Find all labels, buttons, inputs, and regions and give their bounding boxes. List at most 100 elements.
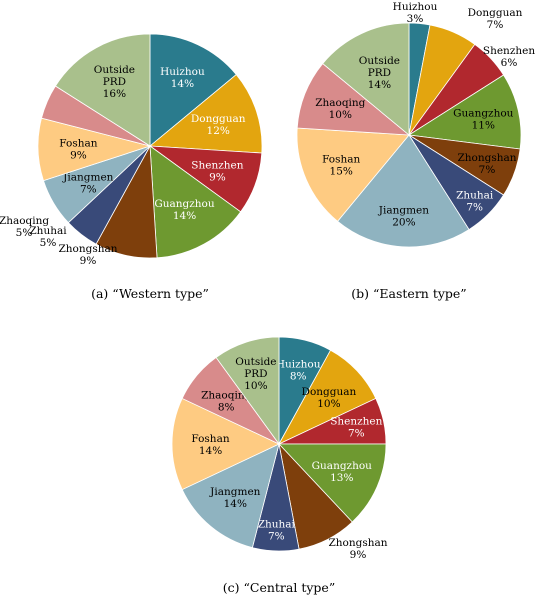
pie-chart-central: Huizhou 8%Dongguan 10%Shenzhen 7%Guangzhou 1… — [171, 336, 388, 561]
slice-percent-guangzhou: 11% — [472, 119, 495, 131]
slice-name-outside-prd: Outside — [235, 356, 276, 368]
slice-name-jiangmen: Jiangmen — [378, 205, 429, 217]
slice-percent-dongguan: 10% — [317, 398, 340, 410]
slice-name-outside-prd: PRD — [368, 67, 391, 79]
slice-percent-zhuhai: 5% — [40, 237, 57, 249]
pie-slice-outside-prd — [322, 22, 410, 136]
pie-slice-guangzhou — [278, 443, 387, 523]
caption-central: (c) “Central type” — [223, 580, 335, 595]
slice-name-zhuhai: Zhuhai — [456, 190, 494, 202]
slice-percent-zhaoqing: 8% — [218, 401, 235, 413]
slice-label-shenzhen: Shenzhen 6% — [483, 45, 535, 69]
slice-label-huizhou: Huizhou 8% — [276, 358, 321, 382]
slice-name-dongguan: Dongguan — [468, 7, 523, 19]
slice-percent-shenzhen: 6% — [501, 57, 518, 69]
pie-slice-guangzhou — [407, 74, 522, 150]
slice-label-zhaoqing: Zhaoqing 5% — [0, 215, 49, 239]
slice-name-zhongshan: Zhongshan — [328, 537, 387, 549]
slice-name-outside-prd: Outside — [359, 55, 400, 67]
pie-slice-outside-prd — [215, 336, 280, 446]
slice-name-zhaoqing: Zhaoqing — [201, 389, 251, 401]
slice-percent-outside-prd: 10% — [244, 380, 267, 392]
slice-name-huizhou: Huizhou — [393, 1, 438, 13]
slice-label-guangzhou: Guangzhou 13% — [312, 460, 373, 484]
slice-name-outside-prd: PRD — [103, 76, 126, 88]
slice-name-zhongshan: Zhongshan — [58, 243, 117, 255]
pie-slice-jiangmen — [181, 443, 280, 549]
slice-name-zhuhai: Zhuhai — [258, 519, 296, 531]
slice-name-foshan: Foshan — [322, 153, 360, 165]
slice-label-shenzhen: Shenzhen 9% — [191, 159, 243, 183]
slice-label-zhuhai: Zhuhai 7% — [456, 190, 494, 214]
slice-name-zhuhai: Zhuhai — [29, 225, 67, 237]
slice-label-jiangmen: Jiangmen 7% — [62, 172, 113, 196]
slice-percent-huizhou: 14% — [171, 78, 194, 90]
pie-slice-guangzhou — [149, 145, 242, 259]
slice-label-shenzhen: Shenzhen 7% — [330, 416, 382, 440]
slice-percent-zhongshan: 7% — [479, 164, 496, 176]
slice-name-dongguan: Dongguan — [191, 113, 246, 125]
slice-name-guangzhou: Guangzhou — [154, 198, 215, 210]
slice-label-foshan: Foshan 9% — [59, 137, 97, 161]
slice-name-jiangmen: Jiangmen — [209, 486, 260, 498]
slice-label-outside-prd: Outside PRD 10% — [235, 356, 276, 392]
slice-label-zhuhai: Zhuhai 5% — [29, 225, 67, 249]
slice-label-zhaoqing: Zhaoqing 10% — [315, 97, 365, 121]
slice-percent-zhongshan: 9% — [80, 255, 97, 267]
slice-percent-shenzhen: 9% — [209, 171, 226, 183]
slice-label-dongguan: Dongguan 7% — [468, 7, 523, 31]
slice-name-huizhou: Huizhou — [160, 66, 205, 78]
slice-name-zhongshan: Zhongshan — [457, 152, 516, 164]
slice-label-jiangmen: Jiangmen 14% — [209, 486, 260, 510]
pie-slice-dongguan — [148, 74, 263, 154]
slice-name-outside-prd: Outside — [94, 64, 135, 76]
slice-percent-zhuhai: 7% — [466, 202, 483, 214]
slice-percent-zhongshan: 9% — [350, 549, 367, 561]
slice-percent-zhuhai: 7% — [268, 531, 285, 543]
slice-label-zhaoqing: Zhaoqing 8% — [201, 389, 251, 413]
slice-label-foshan: Foshan 15% — [322, 153, 360, 177]
slice-name-shenzhen: Shenzhen — [483, 45, 535, 57]
slice-percent-jiangmen: 14% — [224, 498, 247, 510]
slice-percent-guangzhou: 13% — [330, 472, 353, 484]
slice-name-guangzhou: Guangzhou — [312, 460, 373, 472]
slice-name-dongguan: Dongguan — [302, 386, 357, 398]
slice-label-zhongshan: Zhongshan 7% — [457, 152, 516, 176]
pie-slice-outside-prd — [54, 33, 151, 147]
pie-slice-huizhou — [149, 33, 237, 147]
pie-slice-jiangmen — [337, 134, 470, 248]
slice-percent-foshan: 15% — [330, 165, 353, 177]
slice-label-zhuhai: Zhuhai 7% — [258, 519, 296, 543]
pie-chart-western: Huizhou 14%Dongguan 12%Shenzhen 9%Guangzhou… — [0, 33, 263, 267]
slice-percent-guangzhou: 14% — [173, 210, 196, 222]
slice-percent-zhaoqing: 10% — [329, 109, 352, 121]
slice-name-foshan: Foshan — [59, 137, 97, 149]
slice-percent-foshan: 9% — [70, 149, 87, 161]
caption-eastern: (b) “Eastern type” — [351, 286, 466, 301]
slice-label-guangzhou: Guangzhou 11% — [453, 107, 514, 131]
slice-percent-shenzhen: 7% — [348, 428, 365, 440]
slice-label-dongguan: Dongguan 12% — [191, 113, 246, 137]
slice-name-jiangmen: Jiangmen — [62, 172, 113, 184]
slice-percent-outside-prd: 14% — [368, 79, 391, 91]
slice-label-huizhou: Huizhou 14% — [160, 66, 205, 90]
slice-name-huizhou: Huizhou — [276, 358, 321, 370]
slice-percent-jiangmen: 7% — [80, 184, 97, 196]
slice-label-outside-prd: Outside PRD 16% — [94, 64, 135, 100]
slice-percent-huizhou: 8% — [290, 370, 307, 382]
slice-percent-dongguan: 12% — [207, 125, 230, 137]
slice-label-jiangmen: Jiangmen 20% — [378, 205, 429, 229]
slice-label-foshan: Foshan 14% — [191, 433, 229, 457]
slice-percent-jiangmen: 20% — [392, 217, 415, 229]
slice-label-dongguan: Dongguan 10% — [302, 386, 357, 410]
pie-slice-foshan — [296, 127, 410, 222]
slice-label-huizhou: Huizhou 3% — [393, 1, 438, 25]
slice-percent-huizhou: 3% — [407, 13, 424, 25]
slice-name-shenzhen: Shenzhen — [191, 159, 243, 171]
slice-name-foshan: Foshan — [191, 433, 229, 445]
caption-western: (a) “Western type” — [91, 286, 209, 301]
slice-percent-zhaoqing: 5% — [16, 227, 33, 239]
slice-percent-dongguan: 7% — [487, 19, 504, 31]
slice-label-guangzhou: Guangzhou 14% — [154, 198, 215, 222]
